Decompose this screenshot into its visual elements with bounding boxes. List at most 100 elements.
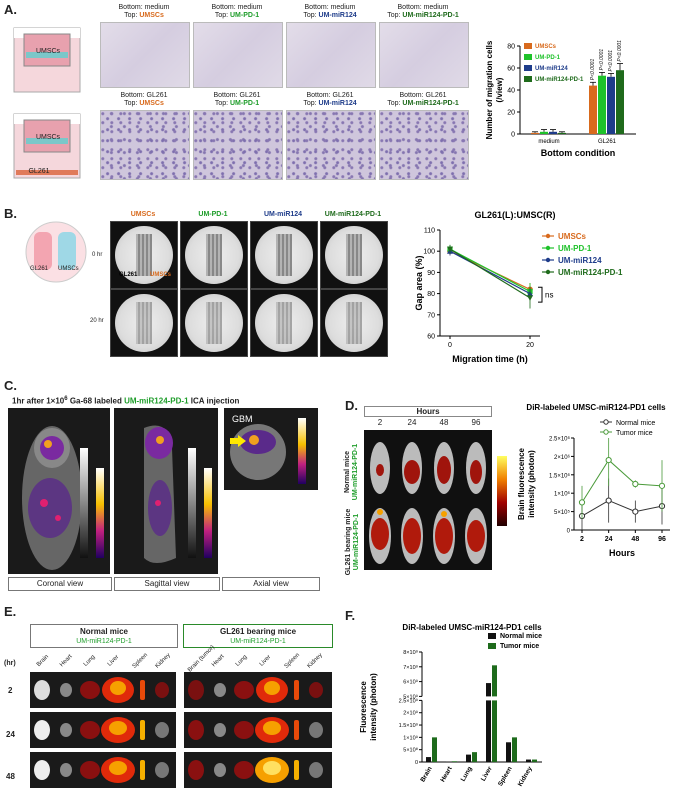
pet-ct-sagittal [114, 408, 218, 574]
data-point [605, 456, 612, 464]
bar [558, 132, 566, 134]
panel-c-label: C. [4, 378, 17, 393]
series-line [581, 500, 663, 517]
y-tick-label: 2×10⁶ [554, 454, 571, 461]
x-tick-label: 0 [448, 342, 452, 349]
bar-lower [486, 700, 491, 762]
transwell-schematic-gl261 [13, 113, 81, 179]
x-tick-label: GL261 [598, 139, 617, 145]
y-tick-label: 2×10⁹ [403, 710, 418, 717]
legend-marker [603, 429, 609, 435]
legend-label: Tumor mice [616, 430, 653, 437]
bar [526, 759, 531, 762]
micrograph-gl261-umscs [100, 110, 190, 180]
ns-bracket [538, 286, 543, 303]
ex-vivo-organ-images [30, 672, 332, 788]
ivis-colorbar [497, 456, 507, 526]
y-tick-label: 5×10⁵ [554, 509, 571, 516]
p-value-label: P<0.0001 [608, 50, 614, 72]
series-line [449, 250, 531, 295]
y-axis-label: Brain fluorescence [517, 447, 526, 520]
micrograph-gl261-um-mir124-pd1 [379, 110, 469, 180]
e-time-2: 2 [8, 686, 13, 695]
e-organ-labels-normal: Brain Heart Lung Liver Spleen Kidney [35, 652, 172, 670]
scratch-um-mir124-20hr [250, 289, 318, 357]
bar [540, 131, 548, 134]
coronal-view-label: Coronal view [8, 577, 112, 591]
p-value-label: P<0.0001 [599, 49, 605, 71]
x-tick-label: Spleen [497, 765, 514, 787]
legend-label: UM-miR124 [535, 66, 568, 72]
data-point [632, 480, 639, 488]
panel-b-label: B. [4, 206, 17, 221]
data-point [605, 497, 612, 504]
legend-label: Normal mice [616, 420, 655, 427]
scratch-um-mir124-pd1-20hr [320, 289, 388, 357]
chart-f-organ-fluorescence: DiR-labeled UMSC-miR124-PD1 cells 0 5×10⁸ 1… [359, 623, 542, 788]
y-tick-label: 60 [507, 66, 515, 73]
schematic-label-gl261: GL261 [28, 168, 50, 175]
x-tick-label: 48 [631, 536, 639, 543]
micrograph-medium-um-mir124 [286, 22, 376, 88]
panel-d-label: D. [345, 398, 358, 413]
legend-swatch [488, 643, 496, 649]
y-tick-label: 40 [507, 88, 515, 95]
p-value-label: P<0.0001 [617, 40, 623, 62]
bar [607, 76, 615, 134]
y-tick-label: 20 [507, 110, 515, 117]
y-tick-label: 1.5×10⁹ [399, 722, 418, 729]
scratch-um-mir124-0hr [250, 221, 318, 289]
legend-label: UMSCs [535, 44, 557, 50]
data-point [527, 295, 533, 301]
legend-label: Tumor mice [500, 643, 539, 650]
x-tick-label: 20 [526, 342, 534, 349]
p-value-label: P<0.0001 [590, 59, 596, 81]
micrograph-medium-um-mir124-pd1 [379, 22, 469, 88]
bar-upper [492, 665, 497, 697]
y-tick-label: 6×10⁹ [403, 679, 418, 686]
col-umscs: UMSCs [130, 211, 156, 218]
chart-title: DiR-labeled UMSC-miR124-PD1 cells [402, 623, 542, 632]
scratch-umscs-20hr [110, 289, 178, 357]
legend-label: UM-miR124 [558, 256, 602, 265]
data-point [658, 482, 666, 489]
y-tick-label: 2.5×10⁹ [399, 697, 418, 704]
pet-ct-coronal [8, 408, 110, 574]
gbm-label: GBM [232, 414, 253, 424]
x-tick-label: Heart [439, 765, 454, 784]
y-tick-label: 60 [427, 334, 435, 341]
x-tick-label: 96 [658, 536, 666, 543]
y-axis-label-2: (/view) [495, 77, 504, 102]
chart-b-gap-area-line: GL261(L):UMSC(R) 60 70 80 90 100 110 0 20 Migrati… [414, 210, 623, 364]
legend-swatch [524, 76, 532, 82]
legend-swatch [524, 54, 532, 60]
y-axis-label: Number of migration cells [485, 40, 494, 139]
panel-a-label: A. [4, 2, 17, 17]
row-0hr: 0 hr [92, 252, 103, 258]
data-point [632, 508, 639, 515]
y-tick-label: 0 [415, 760, 418, 766]
scratch-um-pd1-0hr [180, 221, 248, 289]
d-row-tumor-label: GL261 bearing mice UM-miR124-PD-1 [345, 508, 360, 576]
bar [598, 75, 606, 134]
x-tick-label: Liver [480, 765, 494, 782]
y-tick-label: 100 [423, 249, 435, 256]
y-axis-label: Fluorescence [359, 681, 368, 733]
bar-lower [492, 700, 497, 762]
bar [472, 752, 477, 762]
y-tick-label: 7×10⁹ [403, 664, 418, 671]
schematic-gl261-label: GL261 [30, 266, 49, 272]
hours-row: 2 24 48 96 [377, 418, 481, 427]
migration-micrographs: Bottom: medium Top: UMSCs Bottom: medium T… [100, 0, 470, 190]
e-time-24: 24 [6, 730, 15, 739]
legend-label: Normal mice [500, 633, 542, 640]
schematic-umscs-label: UMSCs [58, 266, 79, 272]
y-tick-label: 2.5×10⁶ [549, 436, 571, 443]
bar [426, 757, 431, 762]
series-line [581, 459, 663, 503]
e-group-tumor: GL261 bearing mice UM-miR124-PD-1 [183, 624, 333, 648]
bar [531, 132, 539, 134]
transwell-schematic-medium [13, 27, 81, 93]
data-point [578, 499, 586, 506]
